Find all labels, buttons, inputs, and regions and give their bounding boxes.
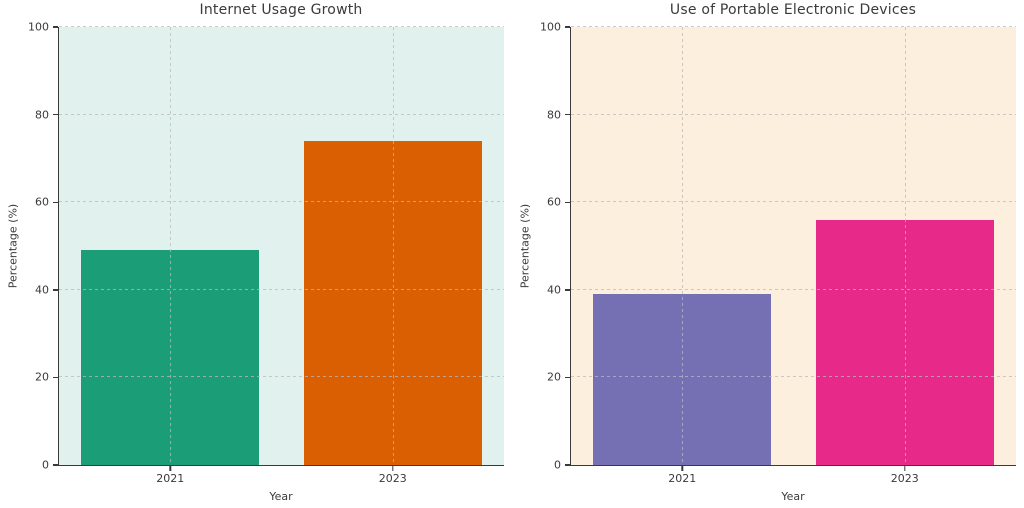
bar-2023 <box>815 219 994 465</box>
x-tick-mark <box>681 466 683 472</box>
y-tick-mark <box>564 201 570 203</box>
y-tick-mark <box>52 464 58 466</box>
x-axis-label: Year <box>781 490 805 503</box>
x-tick-label: 2021 <box>156 472 185 485</box>
plot-area: 0 20 40 60 80 100 2021 2023 <box>28 22 504 484</box>
y-tick-label: 60 <box>35 195 49 209</box>
bar-2021 <box>81 250 260 465</box>
y-tick-label: 20 <box>547 370 561 384</box>
x-axis-label: Year <box>269 490 293 503</box>
bar-2021 <box>593 294 772 465</box>
y-axis-label: Percentage (%) <box>518 203 532 289</box>
y-tick-mark <box>52 113 58 116</box>
x-tick-label: 2023 <box>378 472 407 485</box>
y-tick-label: 40 <box>547 283 561 297</box>
y-tick-mark <box>564 289 570 291</box>
chart-internet-usage-growth: Internet Usage Growth Percentage (%) 0 20… <box>6 2 504 503</box>
y-tick-label: 80 <box>547 108 561 122</box>
y-tick-label: 0 <box>42 458 49 472</box>
bars-layer <box>571 27 1016 465</box>
x-tick-mark <box>904 466 906 472</box>
y-tick-mark <box>564 113 570 116</box>
chart-portable-electronic-devices: Use of Portable Electronic Devices Perce… <box>512 0 1024 508</box>
chart-title: Internet Usage Growth <box>199 2 363 18</box>
x-tick-mark <box>392 466 394 472</box>
y-tick-mark <box>52 26 58 28</box>
y-tick-label: 100 <box>28 20 49 34</box>
y-tick-mark <box>564 376 570 379</box>
y-tick-label: 100 <box>540 20 561 34</box>
plot-area: 0 20 40 60 80 100 2021 2023 <box>540 22 1016 484</box>
y-tick-label: 60 <box>547 195 561 209</box>
y-tick-mark <box>52 201 58 203</box>
y-tick-mark <box>52 376 58 379</box>
y-tick-mark <box>52 289 58 291</box>
y-tick-mark <box>564 26 570 28</box>
y-tick-label: 20 <box>35 370 49 384</box>
y-tick-mark <box>564 464 570 466</box>
y-tick-label: 40 <box>35 283 49 297</box>
x-tick-label: 2021 <box>668 472 697 485</box>
y-tick-label: 0 <box>554 458 561 472</box>
y-axis-label: Percentage (%) <box>6 203 20 289</box>
x-tick-label: 2023 <box>890 472 919 485</box>
y-tick-label: 80 <box>35 108 49 122</box>
x-tick-mark <box>169 466 171 472</box>
chart-title: Use of Portable Electronic Devices <box>669 2 917 18</box>
bars-layer <box>59 27 504 465</box>
bar-2023 <box>303 140 482 465</box>
